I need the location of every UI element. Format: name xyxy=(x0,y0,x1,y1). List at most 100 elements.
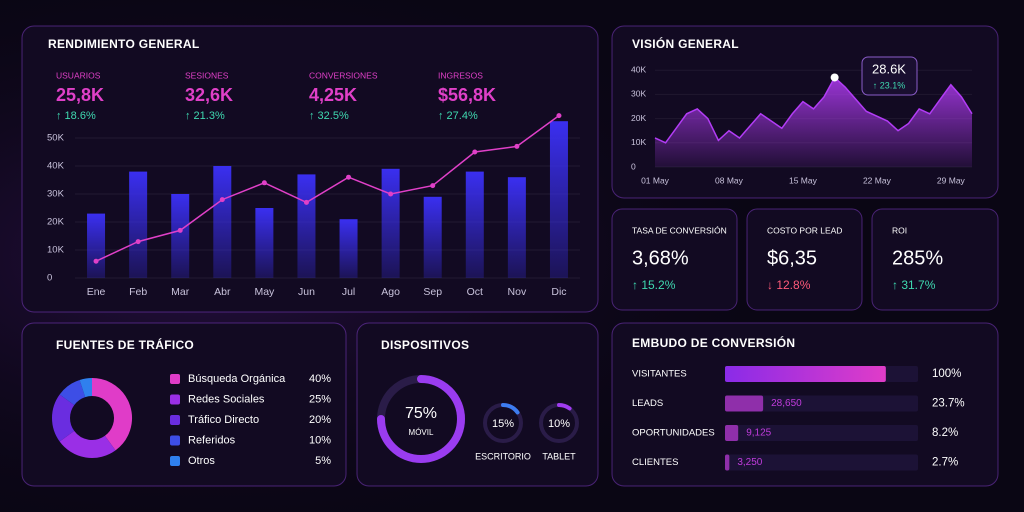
line xyxy=(95,114,560,262)
legend-label: Redes Sociales xyxy=(188,393,265,405)
line-point xyxy=(93,258,99,264)
bar xyxy=(297,174,316,278)
line-point xyxy=(472,149,478,155)
x-tick-label: 01 May xyxy=(641,175,670,185)
funnel-track xyxy=(725,425,918,441)
kpi-value: 32,6K xyxy=(185,85,233,105)
gauge-label: TABLET xyxy=(542,451,576,461)
gauge-label: ESCRITORIO xyxy=(475,451,531,461)
x-tick-label: May xyxy=(254,286,275,298)
kpi-label: INGRESOS xyxy=(438,70,483,80)
y-tick-label: 10K xyxy=(631,137,646,147)
y-tick-label: 20K xyxy=(631,113,646,123)
funnel-count: 3,250 xyxy=(737,457,762,468)
panel xyxy=(356,322,599,487)
x-tick-label: Mar xyxy=(171,286,190,298)
legend-value: 20% xyxy=(309,414,331,426)
bar xyxy=(423,196,442,278)
bar xyxy=(507,177,526,278)
legend-swatch xyxy=(170,374,180,384)
x-tick-label: Nov xyxy=(508,286,527,298)
x-tick-label: 08 May xyxy=(715,175,744,185)
legend-swatch xyxy=(170,435,180,446)
bar xyxy=(171,194,190,278)
x-tick-label: Ago xyxy=(381,286,400,298)
panel-title: RENDIMIENTO GENERAL xyxy=(48,37,200,51)
x-tick-label: Sep xyxy=(423,286,442,298)
callout-change: ↑ 23.1% xyxy=(873,80,906,90)
x-tick-label: 15 May xyxy=(789,175,818,185)
legend-value: 5% xyxy=(315,455,331,467)
kpi-label: CONVERSIONES xyxy=(309,70,378,80)
line xyxy=(654,76,973,144)
funnel-label: OPORTUNIDADES xyxy=(632,428,715,439)
highlight-point xyxy=(830,73,839,82)
funnel-bar xyxy=(725,454,730,471)
funnel-label: CLIENTES xyxy=(632,457,678,468)
y-tick-label: 20K xyxy=(47,217,65,228)
stat-label: ROI xyxy=(892,225,907,235)
legend-label: Tráfico Directo xyxy=(188,414,259,426)
stat-value: 3,68% xyxy=(632,247,689,269)
line-point xyxy=(388,191,394,197)
x-tick-label: Dic xyxy=(551,286,566,298)
donut-slice xyxy=(91,378,132,451)
funnel-value: 100% xyxy=(932,368,961,380)
x-tick-label: Jul xyxy=(342,286,355,298)
funnel-label: VISITANTES xyxy=(632,369,687,380)
funnel-track xyxy=(725,395,918,412)
gauge-arc xyxy=(377,375,465,463)
kpi-value: 25,8K xyxy=(56,85,104,105)
legend-swatch xyxy=(170,415,180,425)
kpi-label: SESIONES xyxy=(185,70,229,80)
legend-swatch xyxy=(170,456,180,466)
legend-value: 40% xyxy=(309,373,331,385)
donut-slice xyxy=(79,378,93,398)
legend-swatch xyxy=(170,394,180,405)
bar xyxy=(213,166,232,278)
donut-slice xyxy=(59,430,116,458)
gauge-value: 75% xyxy=(405,405,437,422)
x-tick-label: 22 May xyxy=(863,175,892,185)
x-tick-label: Abr xyxy=(214,286,231,298)
panel-title: FUENTES DE TRÁFICO xyxy=(56,337,194,352)
bar xyxy=(129,171,148,278)
line-point xyxy=(514,143,520,149)
line-point xyxy=(261,180,267,186)
funnel-count: 9,125 xyxy=(746,428,771,439)
donut-slice xyxy=(59,379,86,406)
line-point xyxy=(135,239,141,245)
legend-label: Búsqueda Orgánica xyxy=(188,373,286,385)
funnel-count: 28,650 xyxy=(771,398,802,409)
kpi-label: USUARIOS xyxy=(56,70,101,80)
stat-value: $6,35 xyxy=(767,247,817,269)
x-tick-label: Oct xyxy=(467,286,483,298)
gauge-value: 15% xyxy=(492,418,514,430)
stat-label: TASA DE CONVERSIÓN xyxy=(632,225,727,235)
y-tick-label: 0 xyxy=(631,161,636,171)
bar xyxy=(339,219,358,278)
funnel-label: LEADS xyxy=(632,398,663,409)
kpi-change: ↑ 21.3% xyxy=(185,110,225,122)
y-tick-label: 30K xyxy=(631,89,646,99)
panel xyxy=(611,208,738,311)
donut-slice xyxy=(52,394,75,442)
panel xyxy=(871,208,999,311)
panel-title: DISPOSITIVOS xyxy=(381,338,469,352)
line-point xyxy=(556,113,562,119)
x-tick-label: Ene xyxy=(87,286,106,298)
legend-label: Referidos xyxy=(188,434,236,446)
kpi-change: ↑ 18.6% xyxy=(56,110,96,122)
funnel-value: 23.7% xyxy=(932,398,965,410)
stat-value: 285% xyxy=(892,247,943,269)
legend-value: 10% xyxy=(309,434,331,446)
y-tick-label: 0 xyxy=(47,273,52,284)
kpi-value: $56,8K xyxy=(438,85,496,105)
bar xyxy=(549,121,568,278)
line-point xyxy=(303,199,309,205)
line-point xyxy=(177,227,183,233)
funnel-value: 2.7% xyxy=(932,457,958,469)
panel xyxy=(746,208,863,311)
y-tick-label: 40K xyxy=(47,161,65,172)
